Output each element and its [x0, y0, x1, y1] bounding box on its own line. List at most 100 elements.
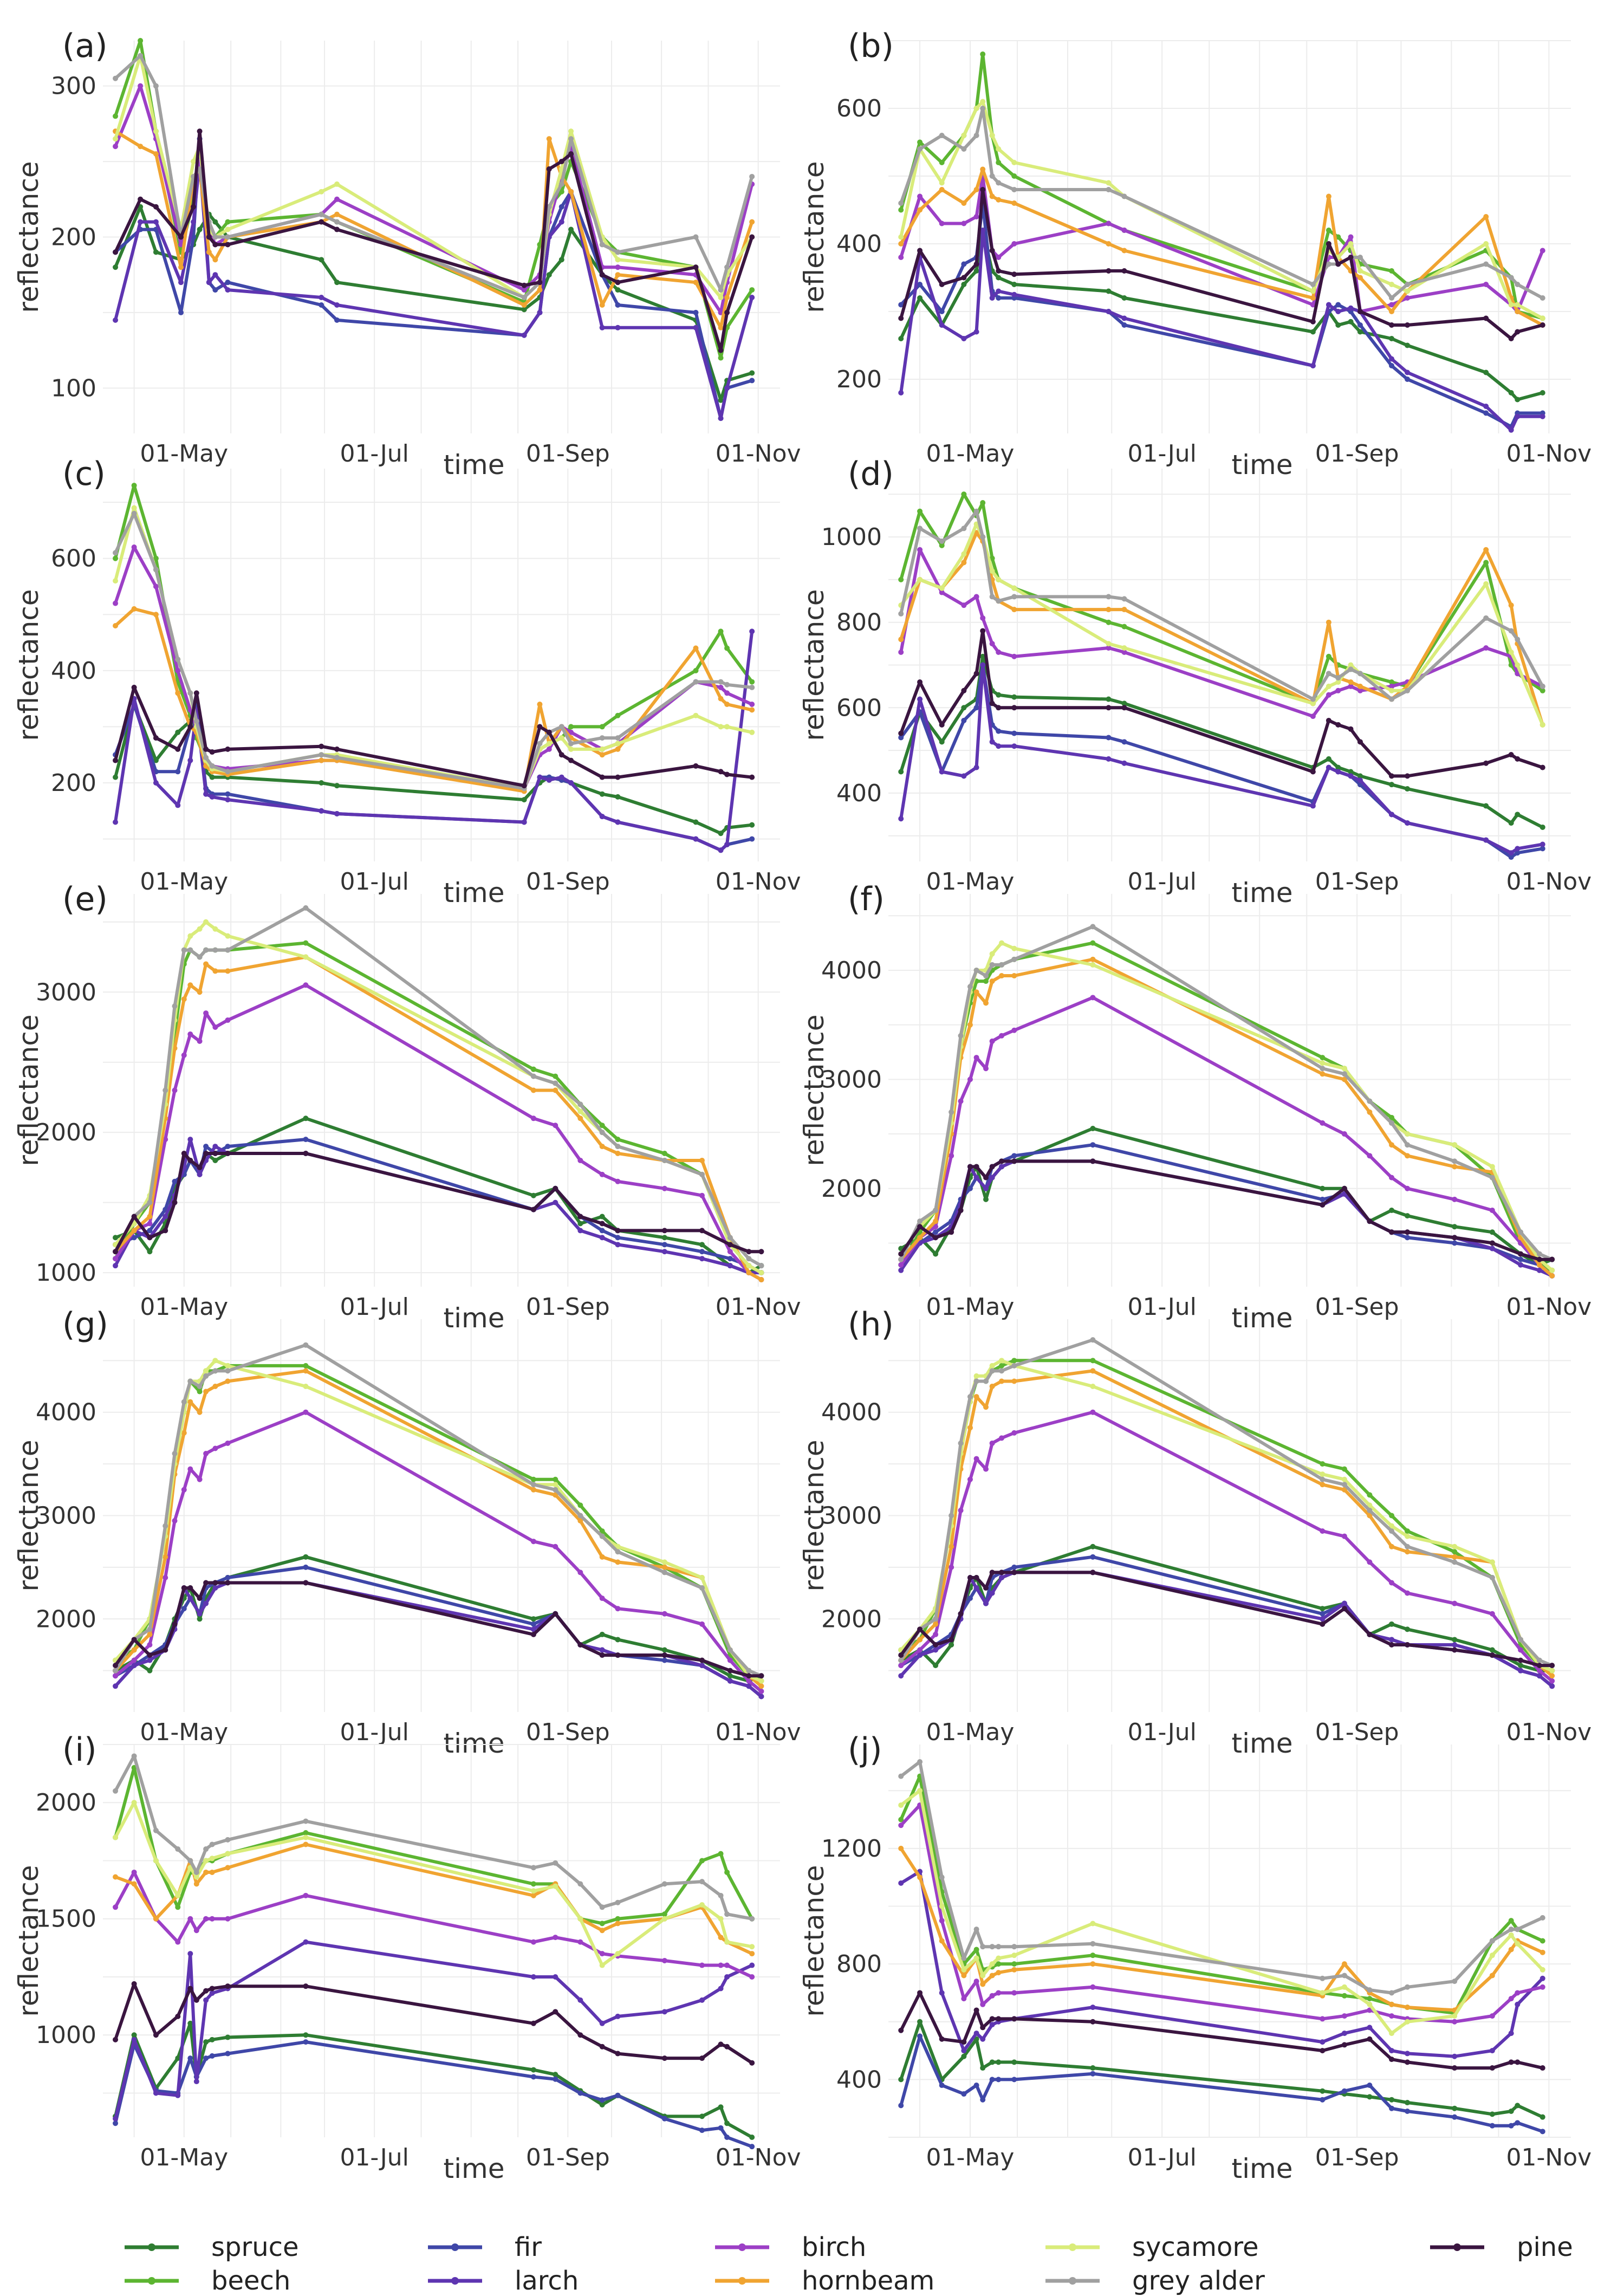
- data-point: [996, 692, 1002, 698]
- series-line: [114, 1801, 752, 1967]
- data-point: [153, 249, 159, 255]
- data-point: [187, 1585, 193, 1591]
- data-point: [958, 1507, 964, 1513]
- data-point: [138, 219, 144, 225]
- data-point: [989, 1993, 995, 1999]
- data-point: [1011, 2077, 1017, 2083]
- series-grey-alder: [113, 510, 755, 792]
- x-tick-label: 01-Jul: [340, 868, 408, 896]
- data-point: [1489, 1246, 1495, 1251]
- data-point: [113, 1834, 119, 1840]
- data-point: [175, 1904, 181, 1910]
- data-point: [1489, 1229, 1495, 1235]
- series-line: [114, 607, 752, 793]
- data-point: [599, 2044, 605, 2049]
- data-point: [113, 1874, 119, 1880]
- data-point: [973, 705, 979, 711]
- data-point: [1011, 241, 1017, 247]
- data-point: [558, 735, 564, 741]
- data-point: [1367, 1987, 1373, 1993]
- data-point: [577, 1221, 583, 1227]
- data-point: [521, 295, 527, 301]
- data-point: [727, 1263, 733, 1269]
- data-point: [1549, 1668, 1555, 1674]
- data-point: [553, 1611, 558, 1617]
- data-point: [1515, 282, 1521, 287]
- data-point: [746, 1249, 752, 1255]
- data-point: [1335, 302, 1341, 308]
- data-point: [1090, 1543, 1096, 1549]
- legend-label: beech: [211, 2266, 290, 2296]
- data-point: [1452, 1559, 1458, 1565]
- data-point: [568, 189, 574, 194]
- data-point: [558, 181, 564, 187]
- data-point: [693, 325, 699, 330]
- data-point: [209, 1856, 215, 1862]
- data-point: [113, 317, 119, 323]
- data-point: [147, 1221, 153, 1227]
- data-point: [599, 1221, 605, 1227]
- data-point: [131, 684, 137, 690]
- gridlines: [103, 1744, 780, 2137]
- data-point: [693, 836, 699, 842]
- data-point: [1389, 782, 1395, 788]
- data-point: [758, 1683, 764, 1689]
- data-point: [568, 724, 574, 730]
- data-point: [939, 538, 945, 544]
- data-point: [961, 551, 967, 557]
- data-point: [917, 282, 923, 287]
- data-point: [319, 219, 324, 225]
- data-point: [530, 1066, 536, 1072]
- data-point: [131, 1753, 137, 1759]
- data-point: [724, 295, 730, 301]
- data-point: [206, 234, 212, 240]
- data-point: [727, 1657, 733, 1663]
- data-point: [718, 397, 724, 403]
- data-point: [989, 1973, 995, 1979]
- data-point: [334, 317, 340, 323]
- data-point: [1011, 291, 1017, 297]
- data-point: [898, 1880, 904, 1886]
- data-point: [749, 729, 755, 735]
- data-point: [749, 822, 755, 828]
- data-point: [203, 791, 209, 797]
- y-tick-label: 3000: [821, 1502, 882, 1530]
- data-point: [203, 1600, 209, 1606]
- x-axis-title: time: [1232, 2153, 1293, 2184]
- data-point: [303, 982, 309, 988]
- data-point: [967, 1076, 973, 1082]
- data-point: [661, 2009, 667, 2015]
- data-point: [599, 1123, 605, 1128]
- y-tick-label: 400: [836, 2066, 882, 2093]
- data-point: [1310, 288, 1316, 294]
- data-point: [546, 729, 552, 735]
- data-point: [958, 1208, 964, 1214]
- data-point: [917, 2033, 923, 2039]
- y-axis-title: reflectance: [13, 589, 44, 741]
- y-tick-label: 3000: [36, 1502, 96, 1530]
- data-point: [568, 226, 574, 232]
- data-point: [1011, 973, 1017, 979]
- data-point: [521, 332, 527, 338]
- data-point: [1539, 1967, 1545, 1973]
- data-point: [546, 777, 552, 783]
- data-point: [1090, 1554, 1096, 1560]
- data-point: [1405, 377, 1411, 382]
- data-point: [989, 951, 995, 957]
- panel-label: (a): [62, 27, 108, 65]
- data-point: [973, 133, 979, 138]
- data-point: [961, 220, 967, 226]
- data-point: [1539, 1984, 1545, 1990]
- data-point: [203, 1010, 209, 1016]
- data-point: [225, 791, 231, 797]
- data-point: [599, 1554, 605, 1560]
- data-point: [187, 1466, 193, 1472]
- data-point: [967, 1164, 973, 1170]
- data-point: [193, 1874, 199, 1880]
- data-point: [1515, 2120, 1521, 2126]
- data-point: [178, 309, 184, 315]
- data-point: [553, 1492, 558, 1498]
- data-point: [203, 1858, 209, 1864]
- data-point: [172, 1518, 178, 1524]
- data-point: [724, 1869, 730, 1875]
